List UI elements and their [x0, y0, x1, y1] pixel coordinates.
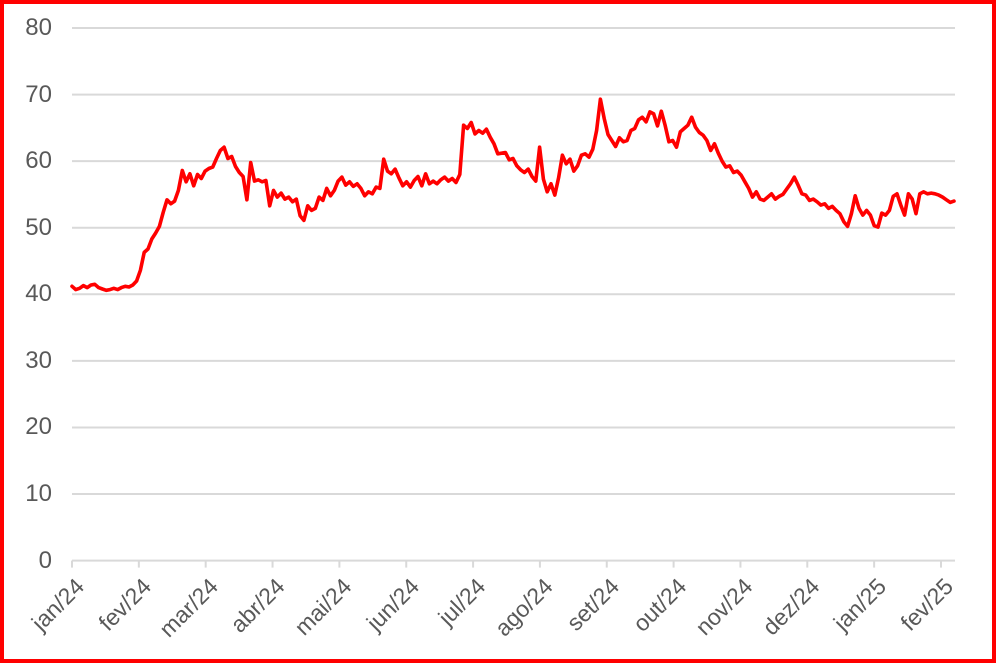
- line-chart-plot: [70, 27, 956, 568]
- y-axis-tick-label: 30: [25, 346, 52, 374]
- y-axis-tick-label: 0: [38, 546, 52, 574]
- y-axis-tick-label: 20: [25, 413, 52, 441]
- y-axis-tick-label: 50: [25, 213, 52, 241]
- y-axis-tick-label: 10: [25, 480, 52, 508]
- y-axis-tick-label: 60: [25, 147, 52, 175]
- y-axis-tick-label: 70: [25, 80, 52, 108]
- data-series-line: [70, 97, 956, 293]
- y-axis-tick-label: 40: [25, 280, 52, 308]
- y-axis-tick-label: 80: [25, 14, 52, 41]
